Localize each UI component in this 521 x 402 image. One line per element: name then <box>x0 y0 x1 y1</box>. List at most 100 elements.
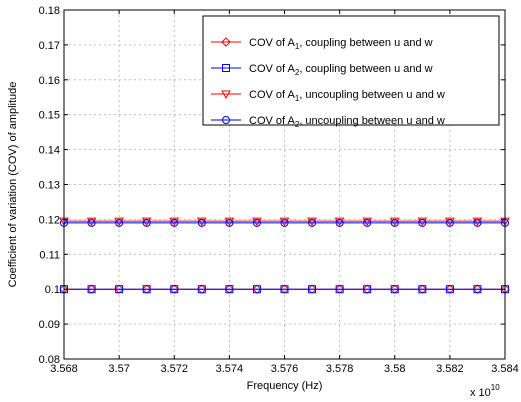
series-point <box>308 218 317 227</box>
series-2 <box>60 285 509 294</box>
series-point <box>308 285 317 294</box>
y-tick-label: 0.09 <box>39 319 60 331</box>
x-tick-label: 3.58 <box>384 363 405 375</box>
legend-entry: COV of A2, uncoupling between u and w <box>211 115 445 129</box>
series-point <box>225 218 234 227</box>
legend-label-prefix: COV of A <box>249 115 296 127</box>
series-layer <box>59 217 510 294</box>
legend-label-prefix: COV of A <box>249 89 296 101</box>
x-tick-label: 3.572 <box>160 363 188 375</box>
legend-label-subscript: 2 <box>295 68 300 77</box>
series-point <box>335 218 344 227</box>
series-point <box>197 285 206 294</box>
y-tick-label: 0.15 <box>39 110 60 122</box>
legend-label-suffix: , coupling between u and w <box>299 37 432 49</box>
series-point <box>142 218 151 227</box>
series-point <box>445 285 454 294</box>
legend-label-subscript: 1 <box>295 42 300 51</box>
series-point <box>280 218 289 227</box>
series-point <box>87 218 96 227</box>
legend-label: COV of A1, coupling between u and w <box>249 37 433 51</box>
series-point <box>445 218 454 227</box>
x-multiplier-exponent: 10 <box>491 383 500 392</box>
y-tick-label: 0.16 <box>39 75 60 87</box>
series-point <box>334 217 345 227</box>
legend-swatch-marker <box>222 64 230 72</box>
series-point <box>86 217 97 227</box>
series-point <box>279 217 290 227</box>
series-point <box>417 217 428 227</box>
legend-label: COV of A1, uncoupling between u and w <box>249 89 445 103</box>
x-multiplier-label: x 1010 <box>470 383 500 399</box>
series-point <box>87 285 96 294</box>
legend-label-prefix: COV of A <box>249 63 296 75</box>
series-point <box>114 217 124 227</box>
series-point <box>307 217 317 227</box>
y-tick-label: 0.1 <box>45 284 60 296</box>
x-tick-label: 3.568 <box>50 363 78 375</box>
x-tick-label: 3.582 <box>436 363 464 375</box>
legend-label: COV of A2, coupling between u and w <box>249 63 433 77</box>
series-point <box>472 217 483 227</box>
y-tick-label: 0.18 <box>39 5 60 17</box>
y-tick-label: 0.14 <box>39 145 60 157</box>
series-point <box>115 285 124 294</box>
series-point <box>280 285 289 294</box>
legend-label-suffix: , coupling between u and w <box>299 63 432 75</box>
series-point <box>252 218 261 227</box>
legend-entry: COV of A1, uncoupling between u and w <box>211 89 445 103</box>
series-point <box>252 285 261 294</box>
series-point <box>224 217 235 227</box>
series-point <box>362 217 373 227</box>
legend-box <box>202 15 500 126</box>
y-tick-labels: 0.08 0.09 0.1 0.11 0.12 0.13 0.14 0.15 0.16 0.17 0… <box>39 5 60 366</box>
series-point <box>141 217 152 227</box>
series-4 <box>60 218 509 227</box>
series-point <box>473 285 482 294</box>
series-point <box>390 285 399 294</box>
series-point <box>197 218 206 227</box>
legend-label-prefix: COV of A <box>249 37 296 49</box>
legend-entry: COV of A1, coupling between u and w <box>211 37 433 51</box>
series-point <box>115 218 124 227</box>
x-tick-label: 3.584 <box>491 363 519 375</box>
legend-label-suffix: , uncoupling between u and w <box>299 115 445 127</box>
y-axis-label: Coefficient of variation (COV) of amplit… <box>7 82 19 288</box>
legend-swatch-marker <box>222 116 230 124</box>
series-point <box>363 285 372 294</box>
y-tick-label: 0.08 <box>39 354 60 366</box>
series-point <box>389 217 400 227</box>
series-point <box>363 218 372 227</box>
series-point <box>390 218 399 227</box>
axis-ticks <box>63 9 506 360</box>
series-point <box>142 285 151 294</box>
x-tick-label: 3.578 <box>326 363 354 375</box>
x-tick-label: 3.57 <box>108 363 129 375</box>
legend-swatch-marker <box>221 37 231 47</box>
x-tick-label: 3.576 <box>271 363 299 375</box>
series-point <box>445 217 455 227</box>
x-axis-label: Frequency (Hz) <box>247 380 323 392</box>
legend-label-suffix: , uncoupling between u and w <box>299 89 445 101</box>
legend-swatch-marker <box>221 90 231 100</box>
legend-label: COV of A2, uncoupling between u and w <box>249 115 445 129</box>
x-tick-labels: 3.568 3.57 3.572 3.574 3.576 3.578 3.58 3.582 3.… <box>50 363 519 375</box>
series-point <box>473 218 482 227</box>
series-point <box>418 218 427 227</box>
legend-label-subscript: 2 <box>295 120 300 129</box>
legend-label-subscript: 1 <box>295 94 300 103</box>
series-point <box>170 218 179 227</box>
x-tick-label: 3.574 <box>216 363 244 375</box>
series-point <box>196 217 207 227</box>
y-tick-label: 0.17 <box>39 40 60 52</box>
legend-entry: COV of A2, coupling between u and w <box>211 63 433 77</box>
y-tick-label: 0.11 <box>39 249 60 261</box>
series-point <box>335 285 344 294</box>
series-point <box>418 285 427 294</box>
x-multiplier-base: x 10 <box>470 387 491 399</box>
series-point <box>169 217 180 227</box>
series-point <box>225 285 234 294</box>
y-tick-label: 0.12 <box>39 214 60 226</box>
